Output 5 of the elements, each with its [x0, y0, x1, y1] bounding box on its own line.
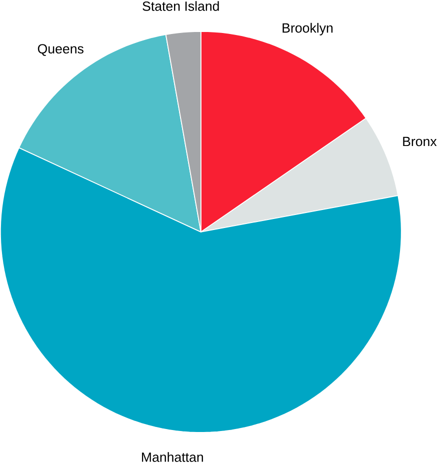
slice-label: Staten Island [142, 1, 219, 11]
slice-label: Manhattan [142, 452, 204, 462]
slice-label: Brooklyn [282, 22, 333, 36]
slice-label: Bronx [403, 136, 437, 146]
slice-label: Queens [38, 44, 84, 56]
